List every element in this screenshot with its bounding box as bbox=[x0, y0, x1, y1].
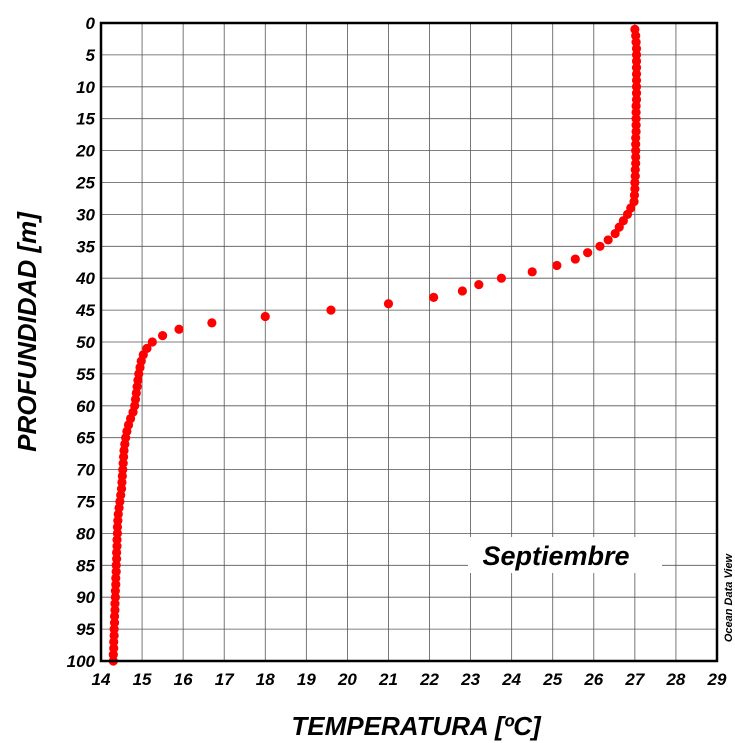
x-tick-label: 16 bbox=[174, 670, 193, 689]
x-tick-label: 18 bbox=[256, 670, 275, 689]
y-axis-title: PROFUNDIDAD [m] bbox=[12, 211, 42, 452]
y-tick-labels: 0 5 10 15 20 25 30 35 40 45 50 55 60 65 70 75 80 85 90 95 10… bbox=[67, 14, 96, 671]
data-point bbox=[631, 101, 641, 111]
data-point bbox=[631, 56, 642, 66]
data-point bbox=[631, 120, 641, 130]
data-point bbox=[552, 260, 562, 271]
y-tick-label: 45 bbox=[75, 301, 95, 320]
y-tick-label: 0 bbox=[86, 14, 96, 33]
data-point bbox=[457, 286, 467, 296]
data-point bbox=[383, 299, 394, 309]
x-tick-label: 14 bbox=[92, 670, 111, 689]
data-point bbox=[147, 337, 157, 347]
data-point bbox=[631, 88, 642, 98]
plot-frame bbox=[99, 21, 719, 663]
x-tick-label: 25 bbox=[542, 670, 562, 689]
x-tick-label: 29 bbox=[707, 670, 727, 689]
y-tick-label: 10 bbox=[76, 78, 95, 97]
y-tick-label: 85 bbox=[76, 556, 95, 575]
y-tick-label: 90 bbox=[76, 588, 95, 607]
x-tick-label: 24 bbox=[501, 670, 521, 689]
data-point bbox=[112, 522, 123, 532]
annotation-background bbox=[468, 537, 662, 573]
data-point bbox=[631, 114, 641, 124]
y-tick-label: 30 bbox=[76, 205, 95, 224]
data-point bbox=[207, 318, 217, 328]
y-tick-label: 55 bbox=[76, 365, 95, 384]
x-tick-label: 27 bbox=[624, 670, 645, 689]
month-annotation: Septiembre bbox=[482, 541, 629, 571]
data-point bbox=[631, 139, 641, 149]
x-axis-title: TEMPERATURA [ºC] bbox=[291, 711, 542, 741]
data-point bbox=[326, 305, 336, 315]
data-point bbox=[174, 324, 184, 334]
data-point bbox=[630, 177, 640, 188]
data-point bbox=[527, 267, 537, 277]
data-point bbox=[630, 165, 640, 175]
x-tick-label: 26 bbox=[583, 670, 603, 689]
x-tick-labels: 14 15 16 17 18 19 20 21 22 23 24 25 26 27 28 29 bbox=[92, 670, 727, 689]
data-point bbox=[631, 50, 642, 60]
x-tick-label: 19 bbox=[297, 670, 316, 689]
y-tick-label: 20 bbox=[75, 142, 95, 161]
data-point bbox=[110, 598, 120, 609]
data-point bbox=[109, 637, 119, 647]
data-point bbox=[109, 611, 120, 621]
data-point bbox=[631, 82, 642, 92]
x-tick-label: 23 bbox=[460, 670, 480, 689]
data-point bbox=[496, 273, 506, 283]
data-point bbox=[631, 75, 642, 86]
y-tick-label: 70 bbox=[76, 461, 95, 480]
watermark-label: Ocean Data View bbox=[723, 552, 735, 642]
y-tick-label: 80 bbox=[76, 524, 95, 543]
x-tick-label: 20 bbox=[337, 670, 357, 689]
data-point bbox=[631, 146, 641, 156]
x-tick-label: 22 bbox=[419, 670, 439, 689]
data-point bbox=[583, 248, 593, 258]
data-point bbox=[474, 279, 484, 290]
data-point bbox=[158, 331, 168, 341]
data-points bbox=[108, 24, 642, 666]
y-tick-label: 15 bbox=[76, 110, 95, 129]
data-point bbox=[570, 254, 580, 264]
y-tick-label: 35 bbox=[76, 237, 95, 256]
y-tick-label: 40 bbox=[75, 269, 95, 288]
data-point bbox=[112, 547, 122, 558]
x-tick-label: 28 bbox=[665, 670, 685, 689]
data-point bbox=[260, 311, 270, 322]
y-tick-label: 95 bbox=[76, 620, 95, 639]
x-tick-label: 15 bbox=[133, 670, 152, 689]
data-point bbox=[595, 241, 605, 251]
y-tick-label: 65 bbox=[76, 429, 95, 448]
y-tick-label: 5 bbox=[86, 46, 96, 65]
data-point bbox=[109, 624, 119, 634]
data-point bbox=[631, 152, 641, 162]
data-point bbox=[631, 63, 642, 73]
data-point bbox=[112, 535, 122, 545]
y-tick-label: 75 bbox=[76, 493, 95, 512]
data-point bbox=[111, 573, 121, 583]
data-point bbox=[631, 43, 642, 54]
data-point bbox=[429, 292, 439, 302]
data-point bbox=[631, 107, 641, 117]
data-point bbox=[631, 133, 641, 143]
data-point bbox=[111, 560, 121, 570]
y-tick-label: 25 bbox=[75, 174, 95, 193]
data-point bbox=[603, 235, 613, 245]
data-point bbox=[108, 650, 118, 660]
x-tick-label: 21 bbox=[378, 670, 398, 689]
y-tick-label: 100 bbox=[67, 652, 96, 671]
data-point bbox=[110, 586, 120, 596]
data-point bbox=[631, 69, 642, 79]
y-tick-label: 60 bbox=[76, 397, 95, 416]
y-tick-label: 50 bbox=[76, 333, 95, 352]
data-point bbox=[610, 228, 620, 239]
x-tick-label: 17 bbox=[215, 670, 235, 689]
